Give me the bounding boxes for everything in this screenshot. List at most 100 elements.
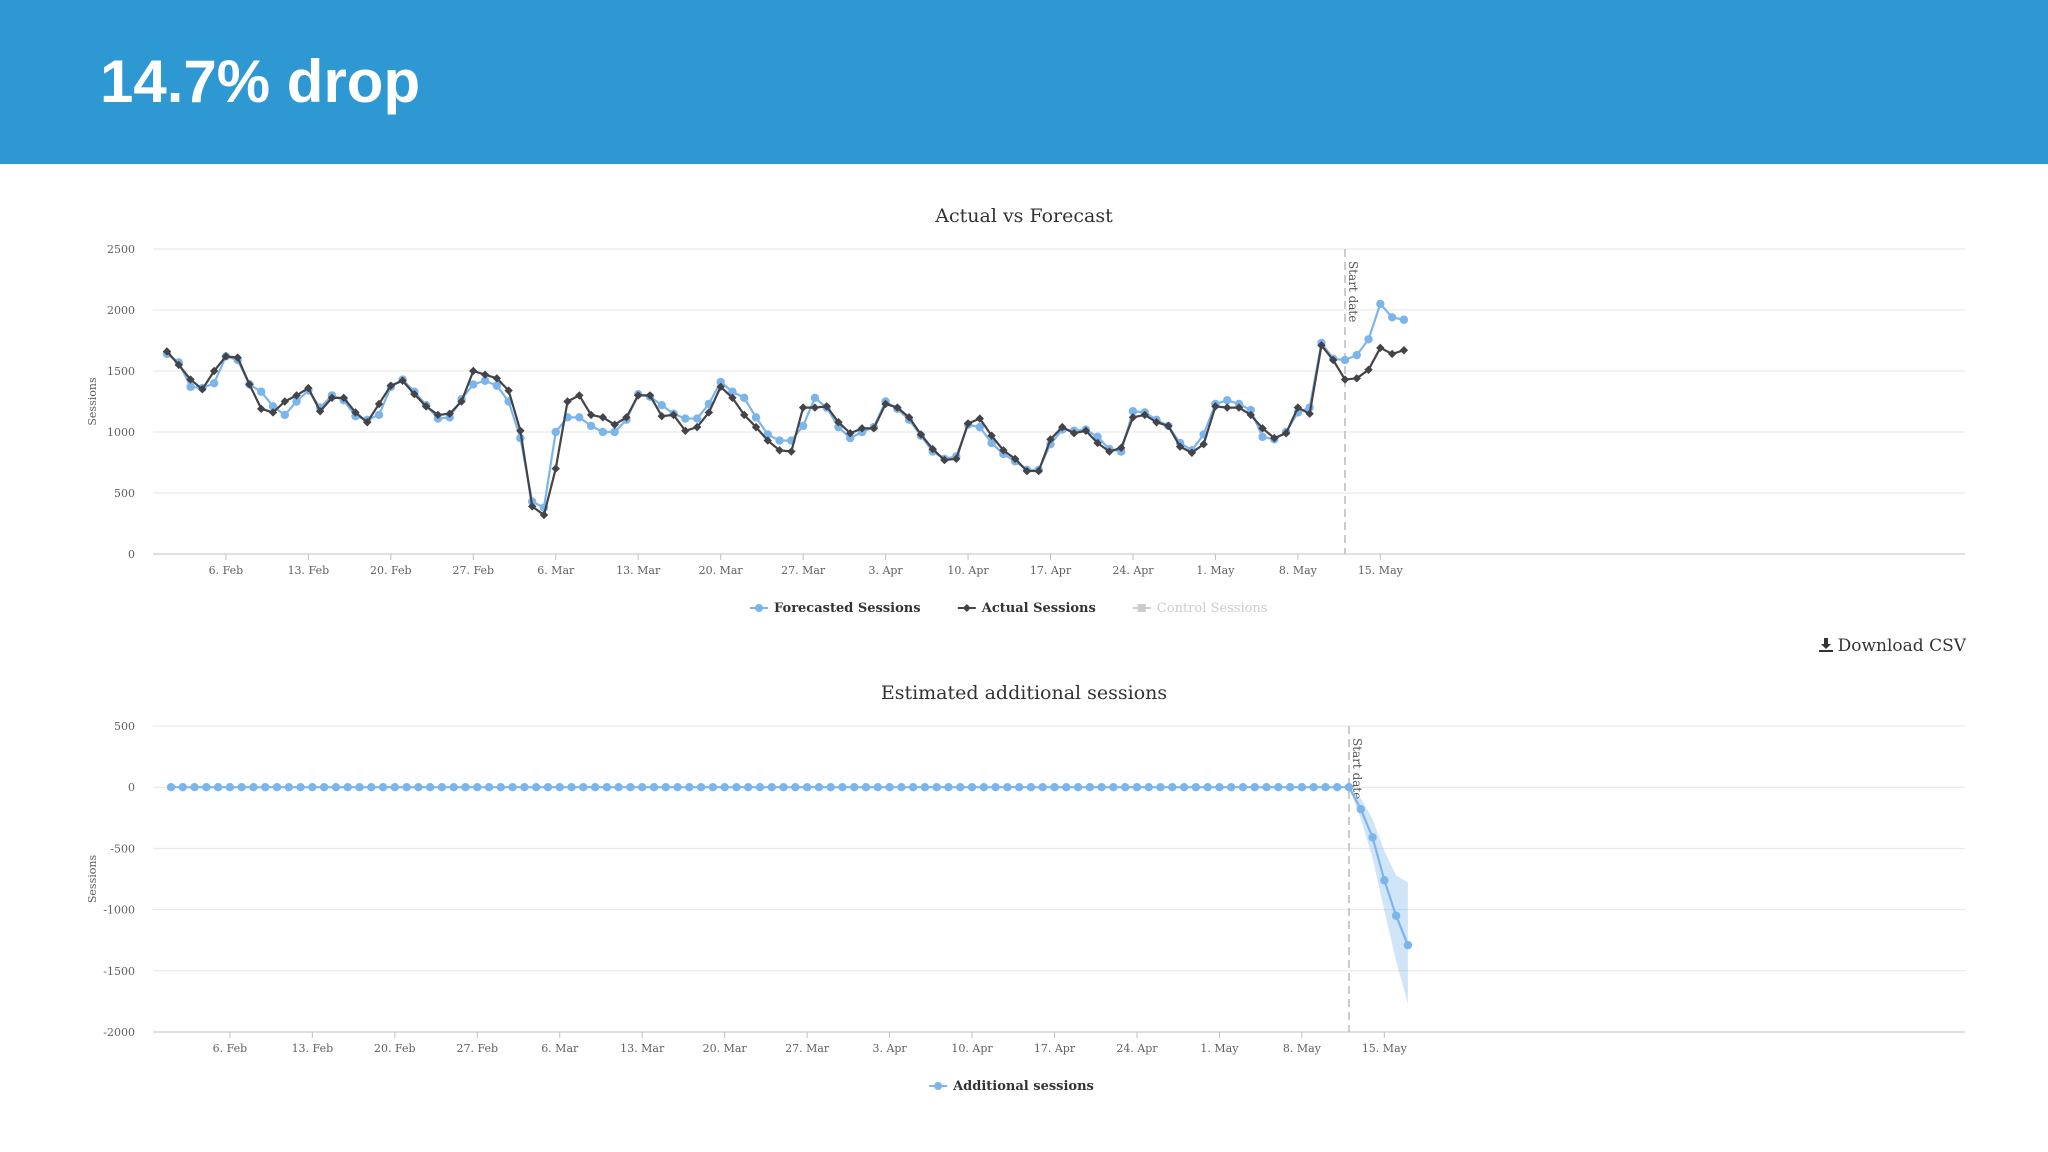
chart1-forecasted-sessions-point bbox=[292, 397, 301, 406]
chart2-baseline-point bbox=[202, 783, 211, 792]
chart1-x-tick: 17. Apr bbox=[1030, 564, 1072, 577]
chart2-baseline-point bbox=[1038, 783, 1047, 792]
chart2-baseline-point bbox=[1144, 783, 1153, 792]
chart1-actual-sessions-point bbox=[1187, 448, 1197, 457]
chart1-y-tick: 2500 bbox=[107, 243, 135, 256]
chart2-y-tick: 500 bbox=[114, 720, 135, 733]
chart1-actual-sessions-point bbox=[704, 408, 714, 417]
chart1-forecasted-sessions-point bbox=[1364, 335, 1373, 344]
chart2-y-tick: -1500 bbox=[103, 965, 135, 978]
chart2-baseline-point bbox=[1014, 783, 1024, 792]
chart2-baseline-point bbox=[614, 783, 623, 792]
chart1-x-tick: 6. Feb bbox=[209, 564, 244, 577]
chart1-actual-sessions-point bbox=[1246, 410, 1255, 420]
chart1-actual-sessions-point bbox=[480, 370, 490, 379]
chart1-actual-sessions-point bbox=[504, 386, 513, 395]
chart1-actual-sessions-point bbox=[999, 446, 1008, 455]
chart2-baseline-point bbox=[1109, 783, 1118, 792]
chart2-baseline-point bbox=[331, 783, 341, 792]
chart2-x-tick: 3. Apr bbox=[872, 1042, 907, 1055]
chart1-forecasted-sessions-point bbox=[1128, 407, 1138, 416]
chart1-actual-sessions-point bbox=[822, 402, 831, 411]
chart1-actual-sessions-point bbox=[398, 376, 407, 385]
chart1-forecasted-sessions-point bbox=[480, 376, 490, 385]
chart2-baseline-point bbox=[1297, 783, 1307, 792]
chart2-confidence-band bbox=[1349, 787, 1408, 1004]
chart1-y-axis-label: Sessions bbox=[86, 377, 99, 426]
chart1-actual-sessions-point bbox=[645, 391, 655, 400]
chart1-actual-sessions-point bbox=[586, 410, 596, 420]
chart2-baseline-point bbox=[1321, 783, 1330, 792]
chart2-baseline-point bbox=[732, 783, 741, 792]
chart1-x-tick: 27. Feb bbox=[452, 564, 494, 577]
chart1-actual-sessions-point bbox=[751, 422, 761, 432]
download-csv-button[interactable]: Download CSV bbox=[1818, 636, 1966, 656]
chart1-legend-control-sessions[interactable]: Control Sessions bbox=[1157, 601, 1268, 616]
chart2-baseline-point bbox=[296, 783, 305, 792]
chart1-forecasted-sessions-point bbox=[740, 393, 749, 403]
chart2-legend-additional-sessions[interactable]: Additional sessions bbox=[952, 1079, 1094, 1094]
chart1-actual-sessions-point bbox=[1175, 442, 1185, 451]
chart1-actual-sessions-point bbox=[716, 382, 725, 392]
chart2-additional-sessions-point bbox=[1403, 940, 1413, 950]
chart1-actual-sessions-point bbox=[1281, 429, 1291, 438]
chart1-forecasted-sessions-point bbox=[798, 421, 808, 431]
chart1-actual-sessions-point bbox=[492, 374, 502, 383]
chart2-baseline-point bbox=[272, 783, 282, 792]
chart2-y-axis-label: Sessions bbox=[86, 855, 99, 904]
chart2-baseline-point bbox=[791, 783, 800, 792]
chart2-baseline-point bbox=[967, 783, 977, 792]
chart2-baseline-point bbox=[1120, 783, 1130, 792]
additional-sessions-svg: Estimated additional sessions -2000 -1500 -… bbox=[86, 682, 1965, 1094]
chart1-actual-sessions-point bbox=[952, 454, 961, 464]
chart1-forecasted-sessions-point bbox=[268, 402, 278, 411]
chart2-baseline-point bbox=[1168, 783, 1177, 792]
chart1-legend-forecasted-sessions[interactable]: Forecasted Sessions bbox=[774, 601, 921, 616]
chart1-actual-sessions-point bbox=[363, 418, 372, 427]
chart1-actual-sessions-point bbox=[598, 413, 608, 422]
chart2-baseline-point bbox=[802, 783, 812, 792]
chart1-forecasted-sessions-point bbox=[975, 422, 985, 432]
chart1-actual-sessions-point bbox=[963, 419, 973, 428]
chart1-actual-sessions-point bbox=[174, 360, 183, 370]
chart1-actual-sessions-point bbox=[575, 391, 584, 400]
chart1-actual-sessions-point bbox=[610, 420, 619, 429]
chart2-baseline-point bbox=[920, 783, 930, 792]
chart1-actual-sessions-point bbox=[987, 431, 996, 440]
chart1-actual-sessions-point bbox=[1069, 429, 1079, 438]
chart1-forecasted-sessions-point bbox=[775, 436, 784, 445]
chart1-y-tick: 2000 bbox=[107, 304, 135, 317]
chart1-actual-sessions-point bbox=[1258, 424, 1267, 433]
chart1-forecasted-sessions-point bbox=[586, 421, 596, 431]
chart1-x-tick: 3. Apr bbox=[868, 564, 903, 577]
chart1-forecasted-sessions-point bbox=[810, 393, 820, 403]
chart2-x-tick: 27. Mar bbox=[785, 1042, 830, 1055]
chart1-forecasted-sessions-point bbox=[1352, 350, 1361, 360]
chart2-baseline-point bbox=[861, 783, 871, 792]
chart2-baseline-point bbox=[649, 783, 659, 792]
chart1-forecasted-sessions-point bbox=[551, 427, 560, 437]
chart2-baseline-point bbox=[1156, 783, 1165, 792]
chart1-legend-actual-sessions[interactable]: Actual Sessions bbox=[981, 601, 1096, 616]
chart2-baseline-point bbox=[1238, 783, 1248, 792]
chart1-x-tick: 13. Feb bbox=[288, 564, 330, 577]
chart1-actual-sessions-point bbox=[563, 397, 572, 406]
chart1-forecasted-sessions-point bbox=[1387, 313, 1397, 322]
chart2-baseline-point bbox=[838, 783, 847, 792]
chart1-actual-sessions-point bbox=[1399, 346, 1409, 355]
chart1-y-tick: 1500 bbox=[107, 365, 135, 378]
chart2-x-tick: 8. May bbox=[1283, 1042, 1322, 1055]
chart2-y-tick: -500 bbox=[110, 842, 135, 855]
chart2-baseline-point bbox=[1285, 783, 1295, 792]
chart2-x-tick: 13. Feb bbox=[292, 1042, 334, 1055]
chart2-baseline-point bbox=[1085, 783, 1095, 792]
download-csv-label: Download CSV bbox=[1837, 636, 1966, 656]
chart2-baseline-point bbox=[390, 783, 400, 792]
chart1-actual-sessions-point bbox=[634, 391, 643, 400]
chart1-forecasted-sessions-point bbox=[1399, 315, 1409, 324]
chart1-forecasted-sessions-point bbox=[1258, 432, 1267, 442]
chart1-actual-sessions-point bbox=[445, 409, 454, 418]
chart2-baseline-point bbox=[1333, 783, 1342, 792]
chart2-baseline-point bbox=[378, 783, 388, 792]
chart2-baseline-point bbox=[602, 783, 612, 792]
